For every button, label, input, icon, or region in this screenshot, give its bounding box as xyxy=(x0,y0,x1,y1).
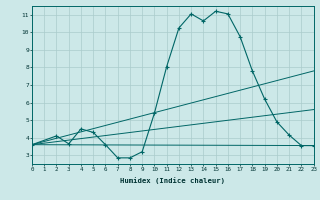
X-axis label: Humidex (Indice chaleur): Humidex (Indice chaleur) xyxy=(120,177,225,184)
